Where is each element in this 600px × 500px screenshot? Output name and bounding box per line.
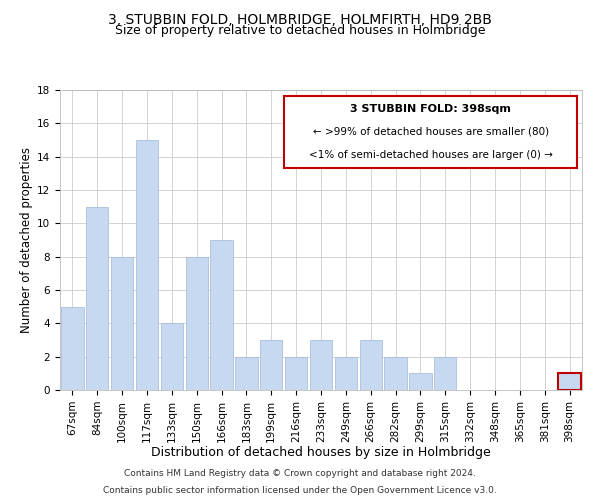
Bar	[385, 356, 407, 390]
Bar	[559, 374, 581, 390]
Bar	[235, 356, 257, 390]
Bar	[310, 340, 332, 390]
Bar	[359, 340, 382, 390]
Bar	[285, 356, 307, 390]
Bar	[161, 324, 183, 390]
Text: 3 STUBBIN FOLD: 398sqm: 3 STUBBIN FOLD: 398sqm	[350, 104, 511, 114]
Text: ← >99% of detached houses are smaller (80): ← >99% of detached houses are smaller (8…	[313, 127, 548, 137]
Bar	[335, 356, 357, 390]
X-axis label: Distribution of detached houses by size in Holmbridge: Distribution of detached houses by size …	[151, 446, 491, 459]
Bar	[260, 340, 283, 390]
Text: <1% of semi-detached houses are larger (0) →: <1% of semi-detached houses are larger (…	[308, 150, 553, 160]
Bar	[409, 374, 431, 390]
Bar	[211, 240, 233, 390]
Y-axis label: Number of detached properties: Number of detached properties	[20, 147, 33, 333]
Text: Contains HM Land Registry data © Crown copyright and database right 2024.: Contains HM Land Registry data © Crown c…	[124, 468, 476, 477]
Text: Size of property relative to detached houses in Holmbridge: Size of property relative to detached ho…	[115, 24, 485, 37]
Bar	[86, 206, 109, 390]
FancyBboxPatch shape	[284, 96, 577, 168]
Bar	[61, 306, 83, 390]
Bar	[136, 140, 158, 390]
Bar	[111, 256, 133, 390]
Bar	[434, 356, 457, 390]
Bar	[185, 256, 208, 390]
Text: 3, STUBBIN FOLD, HOLMBRIDGE, HOLMFIRTH, HD9 2BB: 3, STUBBIN FOLD, HOLMBRIDGE, HOLMFIRTH, …	[108, 12, 492, 26]
Text: Contains public sector information licensed under the Open Government Licence v3: Contains public sector information licen…	[103, 486, 497, 495]
